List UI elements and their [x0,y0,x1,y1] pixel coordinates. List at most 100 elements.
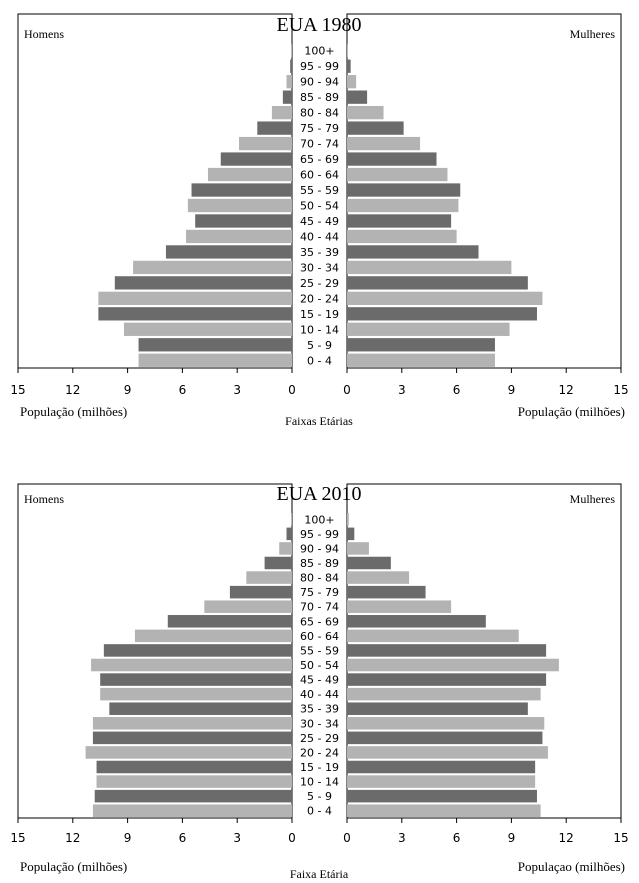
bar-mulheres [347,673,547,686]
bar-mulheres [347,90,368,104]
bar-mulheres [347,789,537,803]
age-group-label: 20 - 24 [300,292,339,305]
bar-homens [290,59,292,73]
age-group-label: 45 - 49 [300,215,339,228]
age-group-label: 85 - 89 [300,91,339,104]
bar-mulheres [347,687,541,701]
age-group-label: 60 - 64 [300,169,339,182]
age-group-label: 90 - 94 [300,542,339,555]
age-group-label: 75 - 79 [300,122,339,135]
bar-mulheres [347,629,519,643]
age-axis-label: Faixas Etárias [285,414,353,428]
age-group-label: 30 - 34 [300,261,339,274]
bar-mulheres [347,717,545,730]
bar-mulheres [347,75,357,89]
bar-homens [92,731,292,745]
bar-mulheres [347,245,479,259]
chart-title: EUA 2010 [277,483,362,505]
bar-homens [186,229,292,244]
left-side-label: Homens [24,27,64,41]
x-tick-label: 9 [508,383,516,397]
bar-mulheres [347,44,348,58]
bar-homens [165,245,292,259]
x-tick-label: 6 [453,383,461,397]
age-group-label: 85 - 89 [300,557,339,570]
bar-homens [229,585,292,599]
bar-homens [246,571,292,584]
age-group-label: 55 - 59 [300,644,339,657]
bar-homens [96,760,293,774]
left-side-label: Homens [24,492,64,506]
bar-mulheres [347,804,541,817]
bar-mulheres [347,600,452,613]
bar-mulheres [347,307,537,321]
bar-mulheres [347,167,448,182]
x-tick-label: 12 [65,383,80,397]
age-group-label: 5 - 9 [307,790,332,803]
bar-homens [98,307,292,321]
x-tick-label: 6 [453,831,461,845]
age-axis-label: Faixa Etária [290,867,349,881]
bar-homens [138,353,292,367]
age-group-label: 75 - 79 [300,586,339,599]
age-group-label: 65 - 69 [300,153,339,166]
x-axis-label-left: População (milhões) [20,404,127,419]
right-side-label: Mulheres [570,492,616,506]
age-group-label: 0 - 4 [307,805,332,818]
bar-homens [167,615,292,628]
age-group-label: 25 - 29 [300,732,339,745]
bar-homens [286,527,292,541]
x-axis-label-left: População (milhões) [20,859,127,874]
age-group-label: 45 - 49 [300,674,339,687]
bar-mulheres [347,658,559,672]
bar-mulheres [347,527,355,541]
x-tick-label: 12 [559,831,574,845]
bar-mulheres [347,136,421,151]
bar-homens [291,44,292,58]
x-tick-label: 12 [559,383,574,397]
bar-mulheres [347,556,391,570]
bar-homens [138,338,292,352]
bar-mulheres [347,644,547,657]
x-tick-label: 15 [613,831,628,845]
bar-homens [103,644,292,657]
bar-homens [264,556,292,570]
age-group-label: 100+ [304,45,334,58]
x-tick-label: 9 [508,831,516,845]
bar-mulheres [347,291,543,306]
bar-homens [133,260,292,275]
bar-mulheres [347,571,410,584]
age-group-label: 70 - 74 [300,138,339,151]
bar-mulheres [347,229,457,244]
bar-mulheres [347,121,404,135]
x-tick-label: 6 [179,383,187,397]
bar-mulheres [347,746,548,759]
age-group-label: 0 - 4 [307,354,332,367]
x-tick-label: 0 [343,831,351,845]
bar-homens [85,746,292,759]
bar-mulheres [347,105,384,120]
age-group-label: 55 - 59 [300,184,339,197]
age-group-label: 30 - 34 [300,717,339,730]
x-tick-label: 3 [233,831,241,845]
bar-homens [204,600,292,613]
bar-mulheres [347,760,536,774]
bar-mulheres [347,513,349,526]
x-axis-label-right: População (milhões) [518,404,625,419]
bar-homens [98,291,292,306]
age-group-label: 10 - 14 [300,776,339,789]
bar-homens [271,105,292,120]
bar-homens [91,658,292,672]
x-tick-label: 9 [124,831,132,845]
x-tick-label: 12 [65,831,80,845]
age-group-label: 15 - 19 [300,761,339,774]
bar-mulheres [347,59,351,73]
bar-mulheres [347,322,510,336]
bar-mulheres [347,702,528,715]
bar-mulheres [347,183,461,197]
x-tick-label: 15 [10,831,25,845]
bar-homens [207,167,292,182]
bar-homens [187,198,292,213]
